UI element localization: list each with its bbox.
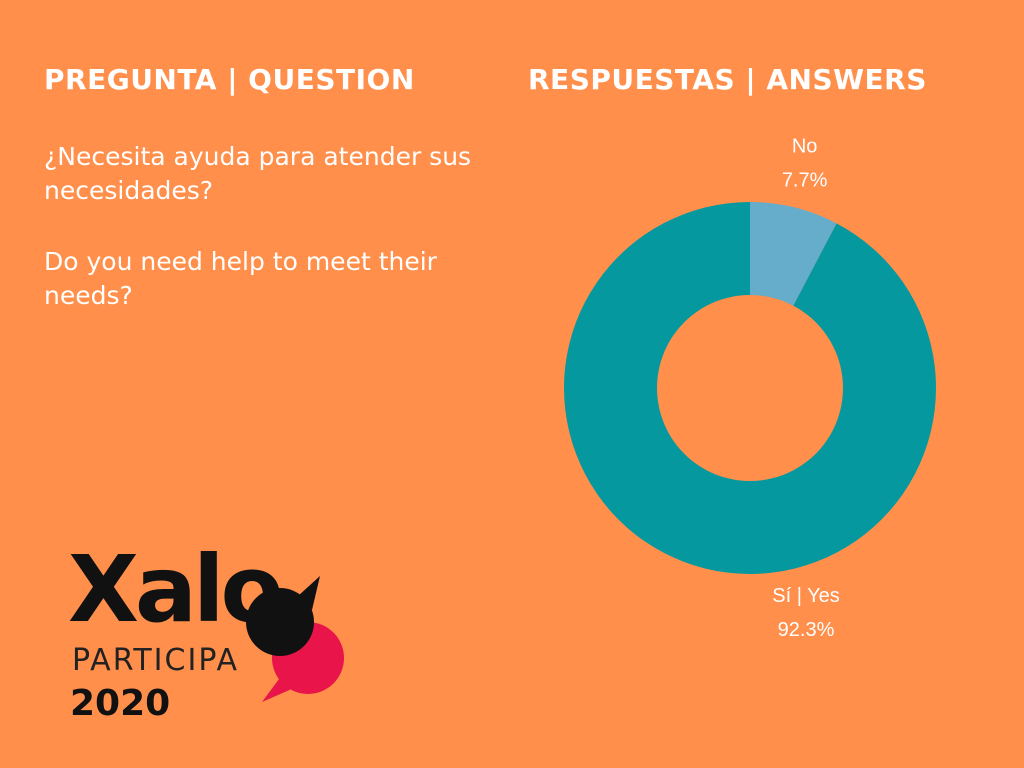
speech-bubbles-icon <box>246 576 344 702</box>
donut-slice-yes <box>564 202 936 574</box>
slice-value-label-yes: 92.3% <box>778 619 835 641</box>
donut-chart: Sí | Yes 92.3% No 7.7% <box>564 136 936 641</box>
logo-dark-bubble <box>246 576 320 656</box>
logo-year: 2020 <box>70 683 171 724</box>
logo-subtitle: PARTICIPA <box>72 643 240 678</box>
question-text-english: Do you need help to meet their needs? <box>44 247 437 310</box>
xalo-participa-logo: Xalo PARTICIPA 2020 <box>68 540 348 730</box>
question-text-spanish: ¿Necesita ayuda para atender sus necesid… <box>44 142 472 205</box>
answers-heading: RESPUESTAS | ANSWERS <box>528 63 927 96</box>
donut-slices <box>564 202 936 574</box>
question-heading: PREGUNTA | QUESTION <box>44 63 415 96</box>
slice-value-label-no: 7.7% <box>782 170 828 192</box>
donut-labels: Sí | Yes 92.3% No 7.7% <box>772 136 839 641</box>
slice-label-no: No <box>792 136 818 158</box>
donut-slice-no <box>750 202 837 306</box>
slice-label-yes: Sí | Yes <box>772 585 839 607</box>
